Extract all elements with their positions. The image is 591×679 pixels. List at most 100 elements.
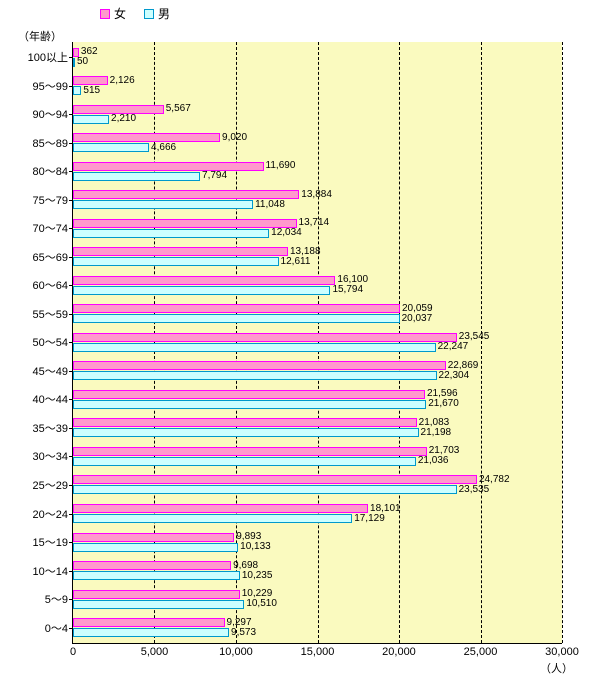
bar-female: 11,690 [73,162,264,171]
bar-value-label: 12,034 [271,228,302,238]
age-group-row: 25～2924,78223,535 [73,472,562,499]
age-group-row: 95～992,126515 [73,73,562,100]
y-tick-label: 30～34 [33,448,68,464]
y-tick-label: 55～59 [33,306,68,322]
y-tick-label: 40～44 [33,391,68,407]
age-group-row: 45～4922,86922,304 [73,358,562,385]
bar-male: 17,129 [73,514,352,523]
bar-value-label: 20,037 [402,314,433,324]
bar-female: 21,083 [73,418,417,427]
bar-female: 13,188 [73,247,288,256]
plot-area: 05,00010,00015,00020,00025,00030,000 100… [72,42,562,644]
age-group-row: 50～5423,54522,247 [73,329,562,356]
y-tick-label: 20～24 [33,506,68,522]
bar-value-label: 2,126 [110,76,135,86]
bar-female: 10,229 [73,590,240,599]
bar-female: 21,703 [73,447,427,456]
bar-male: 23,535 [73,485,457,494]
age-group-row: 55～5920,05920,037 [73,301,562,328]
bar-value-label: 22,247 [438,342,469,352]
bar-male: 20,037 [73,314,400,323]
bar-value-label: 11,048 [255,200,285,210]
legend-item-female: 女 [100,5,126,22]
bar-male: 10,235 [73,571,240,580]
bar-female: 18,101 [73,504,368,513]
bar-value-label: 13,714 [299,218,330,228]
bar-value-label: 2,210 [111,114,136,124]
x-tick-label: 10,000 [219,646,253,658]
age-group-row: 35～3921,08321,198 [73,415,562,442]
age-group-row: 85～899,0204,666 [73,130,562,157]
bar-male: 12,611 [73,257,279,266]
bar-value-label: 4,666 [151,143,176,153]
population-pyramid-chart: 女 男 （年齢） （人） 05,00010,00015,00020,00025,… [0,0,591,679]
bar-female: 21,596 [73,390,425,399]
bar-female: 9,698 [73,561,231,570]
bar-value-label: 17,129 [354,514,385,524]
bar-male: 7,794 [73,172,200,181]
legend-swatch-male [144,9,154,19]
y-tick-label: 90～94 [33,106,68,122]
bar-female: 13,714 [73,219,297,228]
bar-male: 10,133 [73,543,238,552]
x-tick-label: 20,000 [382,646,416,658]
y-tick-label: 10～14 [33,563,68,579]
x-tick-label: 25,000 [464,646,498,658]
x-tick-label: 5,000 [141,646,169,658]
age-group-row: 60～6416,10015,794 [73,272,562,299]
age-group-row: 75～7913,88411,048 [73,187,562,214]
bar-value-label: 50 [77,57,88,67]
bar-female: 23,545 [73,333,457,342]
bar-value-label: 13,884 [301,190,332,200]
bar-value-label: 15,794 [332,285,363,295]
y-tick-label: 25～29 [33,477,68,493]
bar-male: 22,304 [73,371,437,380]
age-group-row: 100以上36250 [73,44,562,71]
bar-value-label: 21,670 [428,399,459,409]
x-axis-title: （人） [540,660,573,676]
x-tick-label: 15,000 [301,646,335,658]
age-group-row: 70～7413,71412,034 [73,215,562,242]
bar-male: 50 [73,58,75,67]
bar-value-label: 9,573 [231,628,256,638]
bar-female: 24,782 [73,475,477,484]
bar-male: 12,034 [73,229,269,238]
age-group-row: 40～4421,59621,670 [73,386,562,413]
bar-value-label: 9,020 [222,133,247,143]
legend-swatch-female [100,9,110,19]
bar-male: 11,048 [73,200,253,209]
y-axis-title: （年齢） [18,28,62,44]
bar-female: 22,869 [73,361,446,370]
gridline [562,42,563,643]
bar-value-label: 11,690 [266,161,296,171]
y-tick-label: 50～54 [33,334,68,350]
bar-male: 21,670 [73,400,426,409]
legend-label-male: 男 [158,5,170,22]
bar-male: 22,247 [73,343,436,352]
age-group-row: 5～910,22910,510 [73,586,562,613]
y-tick-label: 45～49 [33,363,68,379]
y-tick-label: 95～99 [33,78,68,94]
y-tick-label: 35～39 [33,420,68,436]
age-group-row: 30～3421,70321,036 [73,443,562,470]
bar-value-label: 12,611 [281,257,311,267]
bar-rows: 100以上3625095～992,12651590～945,5672,21085… [73,42,562,643]
age-group-row: 65～6913,18812,611 [73,244,562,271]
y-tick-label: 0～4 [45,620,68,636]
y-tick-label: 70～74 [33,220,68,236]
bar-value-label: 5,567 [166,104,191,114]
age-group-row: 80～8411,6907,794 [73,158,562,185]
y-tick-label: 60～64 [33,277,68,293]
y-tick-label: 85～89 [33,135,68,151]
bar-value-label: 21,036 [418,456,449,466]
bar-male: 515 [73,86,81,95]
bar-female: 9,893 [73,533,234,542]
legend-label-female: 女 [114,5,126,22]
y-tick-label: 75～79 [33,192,68,208]
bar-female: 9,297 [73,618,225,627]
age-group-row: 10～149,69810,235 [73,557,562,584]
age-group-row: 15～199,89310,133 [73,529,562,556]
bar-male: 15,794 [73,286,330,295]
legend-item-male: 男 [144,5,170,22]
bar-male: 10,510 [73,600,244,609]
